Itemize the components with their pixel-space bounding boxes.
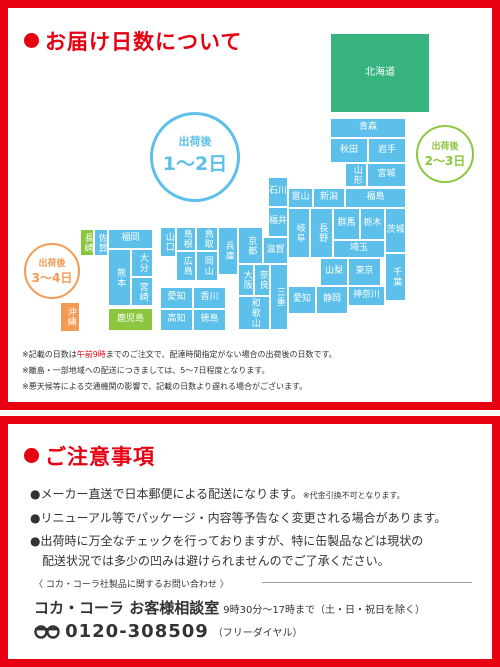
caution-item-2: ●リニューアル等でパッケージ・内容等予告なく変更される場合があります。 [30, 511, 447, 525]
contact-hours: 9時30分〜17時まで（土・日・祝日を除く） [223, 605, 426, 616]
pref-hokkaido: 北海道 [330, 33, 430, 113]
pref-saga: 佐賀 [94, 229, 108, 256]
bullet-dot-icon [24, 33, 39, 48]
pref-kumamoto: 熊本 [108, 249, 131, 306]
contact-name: コカ・コーラ お客様相談室 [34, 599, 220, 617]
phone-number[interactable]: 0120-308509 [65, 621, 209, 642]
pref-iwate: 岩手 [368, 138, 406, 163]
caution-item-1: ●メーカー直送で日本郵便による配送になります。※代金引換不可となります。 [30, 487, 405, 501]
pref-miyazaki: 宮崎 [131, 277, 153, 306]
delivery-notes: ※記載の日数は午前9時までのご注文で、配達時間指定がない場合の出荷後の日数です。… [22, 347, 482, 395]
pref-tokushima: 徳島 [193, 309, 226, 331]
pref-kagoshima: 鹿児島 [108, 308, 153, 331]
inquiry-label: 〈 コカ・コーラ社製品に関するお問い合わせ 〉 [34, 580, 229, 590]
pref-tokyo: 東京 [348, 258, 381, 286]
pref-chiba: 千葉 [385, 253, 406, 301]
caution-title: ご注意事項 [24, 441, 155, 471]
pref-miyagi: 宮城 [367, 163, 406, 187]
pref-mie: 三重 [270, 264, 288, 330]
pref-aichi: 愛知 [288, 286, 316, 314]
caution-section [0, 416, 500, 667]
pref-saitama: 埼玉 [333, 240, 385, 258]
pref-yamanashi: 山梨 [320, 258, 348, 286]
pref-shizuoka: 静岡 [316, 286, 348, 314]
pref-oita: 大分 [131, 249, 153, 277]
badge-1-2-days: 出荷後 1〜2日 [150, 112, 240, 202]
caution-item-3: ●出荷時に万全なチェックを行っておりますが、特に缶製品などは現状の 配送状況では… [30, 534, 424, 568]
pref-wakayama: 和歌山 [238, 296, 270, 330]
bullet-dot-icon [24, 448, 39, 463]
pref-nara: 奈良 [254, 264, 270, 296]
pref-fukui: 福井 [268, 207, 288, 237]
pref-kagawa: 香川 [193, 287, 226, 309]
pref-okinawa: 沖縄 [60, 302, 80, 332]
pref-fukuoka: 福岡 [108, 229, 153, 249]
pref-niigata: 新潟 [313, 188, 345, 208]
badge-3-4-days: 出荷後 3〜4日 [24, 243, 80, 299]
pref-hyogo: 兵庫 [218, 227, 238, 275]
pref-yamagata: 山形 [345, 163, 367, 187]
contact-line: コカ・コーラ お客様相談室 9時30分〜17時まで（土・日・祝日を除く） [34, 597, 425, 618]
pref-tochigi: 栃木 [360, 208, 385, 240]
pref-ibaraki: 茨城 [385, 208, 406, 253]
pref-kochi: 高知 [160, 309, 193, 331]
pref-shiga: 滋賀 [263, 237, 288, 264]
pref-gunma: 群馬 [333, 208, 360, 240]
pref-kanagawa: 神奈川 [348, 286, 385, 306]
pref-yamaguchi: 山口 [160, 227, 176, 257]
pref-gifu: 岐阜 [288, 208, 310, 258]
note-2: ※離島・一部地域への配送につきましては、5〜7日程度となります。 [22, 366, 270, 375]
freedial-icon [34, 624, 60, 639]
pref-hiroshima: 広島 [176, 251, 196, 281]
pref-akita: 秋田 [330, 138, 368, 163]
pref-ehime: 愛知 [160, 287, 193, 309]
pref-osaka: 大阪 [238, 264, 254, 296]
delivery-days-title: お届け日数について [24, 26, 242, 56]
pref-kyoto: 京都 [238, 227, 263, 264]
inquiry-divider [262, 582, 472, 583]
note-1: ※記載の日数は午前9時までのご注文で、配達時間指定がない場合の出荷後の日数です。 [22, 350, 337, 359]
pref-nagano: 長野 [310, 208, 333, 258]
pref-toyama: 富山 [288, 188, 313, 208]
pref-aomori: 青森 [330, 118, 406, 138]
pref-tottori: 鳥取 [196, 227, 218, 251]
pref-ishikawa: 石川 [268, 177, 288, 207]
note-3: ※悪天候等による交通機関の影響で、記載の日数より遅れる場合がございます。 [22, 382, 308, 391]
pref-nagasaki: 長崎 [80, 229, 94, 256]
pref-okayama: 岡山 [196, 251, 218, 281]
phone-line: 0120-308509 （フリーダイヤル） [34, 621, 303, 642]
badge-2-3-days: 出荷後 2〜3日 [416, 125, 474, 183]
pref-fukushima: 福島 [345, 188, 406, 208]
pref-shimane: 島根 [176, 227, 196, 251]
phone-note: （フリーダイヤル） [212, 628, 303, 639]
